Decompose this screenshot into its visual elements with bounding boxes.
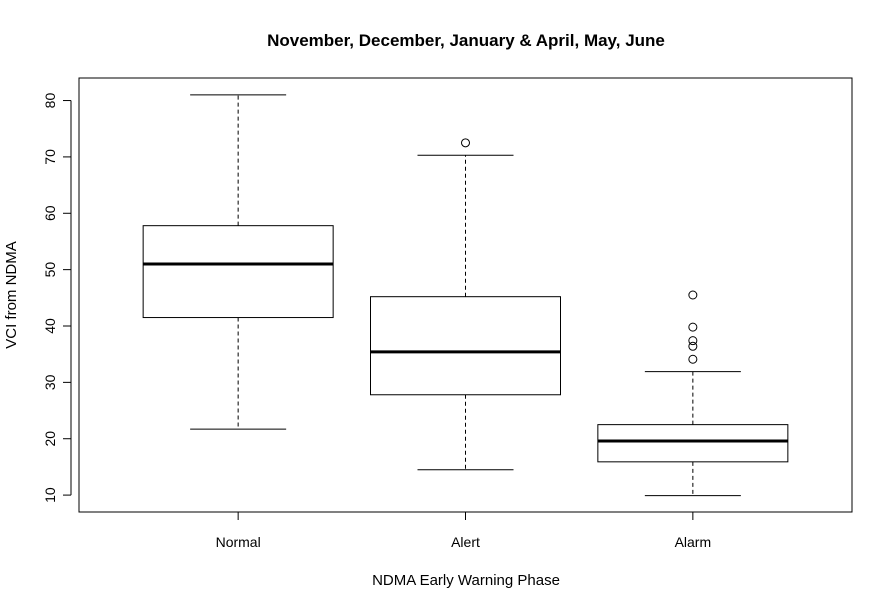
x-tick-label: Alert	[451, 534, 480, 550]
y-tick-label: 60	[42, 205, 58, 221]
outlier-point	[688, 341, 698, 351]
box-alert	[370, 138, 561, 471]
outlier-point	[688, 322, 698, 332]
x-tick-label: Alarm	[675, 534, 712, 550]
outlier-point	[688, 354, 698, 364]
iqr-box	[370, 296, 561, 396]
y-tick-label: 10	[42, 487, 58, 503]
box-normal	[142, 94, 334, 430]
y-tick-label: 80	[42, 93, 58, 109]
y-tick-label: 40	[42, 318, 58, 334]
box-alarm	[597, 290, 789, 497]
y-axis: 10 20 30 40 50 60 70 80	[42, 93, 72, 503]
y-axis-label: VCI from NDMA	[3, 241, 20, 349]
outlier-point	[461, 138, 470, 148]
box-group	[142, 94, 789, 497]
x-axis: Normal Alert Alarm	[216, 511, 712, 550]
chart-title: November, December, January & April, May…	[267, 31, 665, 50]
y-tick-label: 30	[42, 374, 58, 390]
x-axis-label: NDMA Early Warning Phase	[372, 572, 560, 589]
outlier-point	[688, 290, 698, 300]
iqr-box	[597, 424, 789, 463]
outlier-point	[688, 336, 698, 346]
y-tick-label: 70	[42, 149, 58, 165]
iqr-box	[142, 225, 334, 319]
x-tick-label: Normal	[216, 534, 261, 550]
y-tick-label: 50	[42, 262, 58, 278]
y-tick-label: 20	[42, 431, 58, 447]
